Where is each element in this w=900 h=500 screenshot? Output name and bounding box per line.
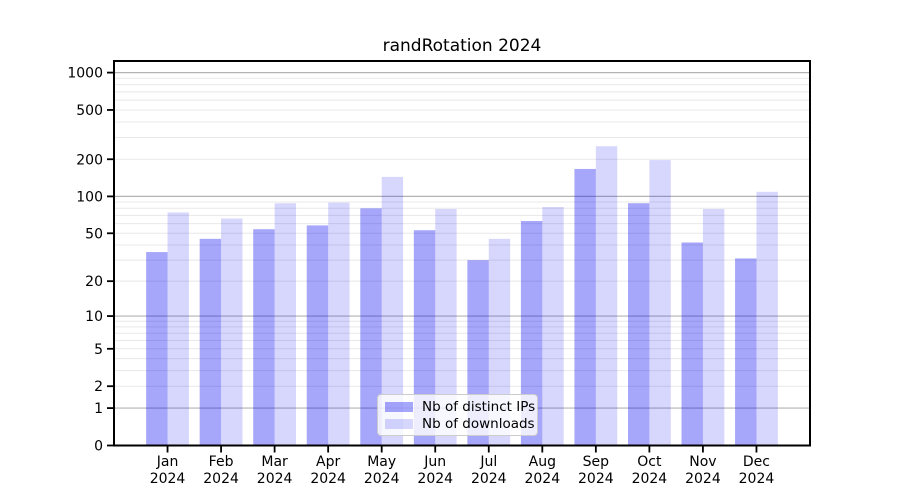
bar-downloads bbox=[542, 206, 564, 446]
bar-downloads bbox=[221, 218, 243, 446]
y-tick-label: 10 bbox=[85, 309, 103, 325]
x-tick-label: Jun 2024 bbox=[417, 454, 453, 487]
x-tick-label: Mar 2024 bbox=[257, 454, 293, 487]
bar-distinct-ips bbox=[146, 252, 168, 446]
bar-downloads bbox=[328, 202, 350, 446]
bar-downloads bbox=[595, 146, 618, 446]
legend: Nb of distinct IPs Nb of downloads bbox=[377, 394, 538, 436]
y-tick-label: 500 bbox=[76, 103, 103, 119]
x-tick-label: Oct 2024 bbox=[632, 454, 668, 487]
y-tick-label: 50 bbox=[85, 226, 103, 242]
x-tick-label: Nov 2024 bbox=[685, 454, 721, 487]
bar-downloads bbox=[488, 238, 511, 446]
bar-downloads bbox=[381, 176, 404, 446]
legend-row-distinct-ips: Nb of distinct IPs bbox=[385, 399, 535, 415]
y-tick-label: 2 bbox=[94, 379, 103, 395]
y-tick-label: 20 bbox=[85, 274, 103, 290]
plot-border bbox=[113, 60, 811, 447]
x-tick-label: Feb 2024 bbox=[203, 454, 239, 487]
y-tick-label: 5 bbox=[94, 342, 103, 358]
legend-label-downloads: Nb of downloads bbox=[422, 415, 535, 432]
bar-downloads bbox=[756, 191, 778, 446]
bar-distinct-ips bbox=[735, 258, 757, 446]
bar-downloads bbox=[167, 212, 189, 446]
bar-distinct-ips bbox=[413, 230, 436, 446]
legend-label-distinct-ips: Nb of distinct IPs bbox=[422, 398, 536, 415]
x-tick-label: Sep 2024 bbox=[578, 454, 614, 487]
bar-distinct-ips bbox=[360, 208, 382, 446]
y-tick-label: 1 bbox=[94, 401, 103, 417]
x-tick-label: Jul 2024 bbox=[471, 454, 507, 487]
x-tick-label: Apr 2024 bbox=[310, 454, 346, 487]
x-tick-label: Aug 2024 bbox=[524, 454, 560, 487]
legend-row-downloads: Nb of downloads bbox=[385, 416, 535, 432]
y-tick-label: 0 bbox=[94, 439, 103, 455]
y-tick-label: 1000 bbox=[67, 66, 103, 82]
bar-downloads bbox=[435, 208, 457, 446]
chart-title: randRotation 2024 bbox=[382, 36, 542, 56]
bar-distinct-ips bbox=[306, 225, 329, 446]
x-tick-label: Jan 2024 bbox=[150, 454, 186, 487]
bar-distinct-ips bbox=[681, 242, 703, 446]
bar-distinct-ips bbox=[199, 238, 222, 446]
bar-distinct-ips bbox=[520, 221, 543, 446]
bar-downloads bbox=[649, 160, 671, 446]
bar-downloads bbox=[702, 208, 725, 446]
x-tick-label: Dec 2024 bbox=[739, 454, 775, 487]
bar-downloads bbox=[274, 203, 297, 446]
bar-distinct-ips bbox=[253, 229, 275, 446]
y-tick-label: 200 bbox=[76, 152, 103, 168]
y-tick-label: 100 bbox=[76, 189, 103, 205]
plot-bg bbox=[114, 61, 810, 446]
legend-swatch-downloads bbox=[385, 418, 413, 429]
bar-distinct-ips bbox=[627, 203, 650, 446]
legend-swatch-distinct-ips bbox=[385, 401, 413, 412]
x-tick-label: May 2024 bbox=[364, 454, 400, 487]
bar-distinct-ips bbox=[574, 168, 596, 446]
